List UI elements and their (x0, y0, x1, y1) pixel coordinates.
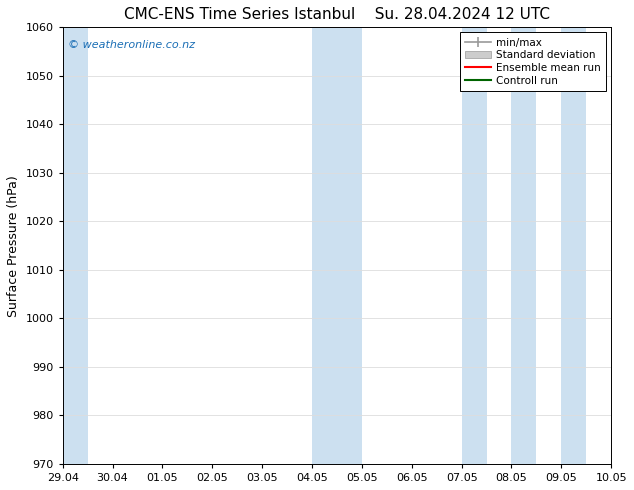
Bar (512, 27, 536, 464)
Bar (63, 27, 87, 464)
Text: © weatheronline.co.nz: © weatheronline.co.nz (68, 40, 195, 50)
Bar (462, 27, 486, 464)
Legend: min/max, Standard deviation, Ensemble mean run, Controll run: min/max, Standard deviation, Ensemble me… (460, 32, 606, 91)
Bar (312, 27, 362, 464)
Bar (561, 27, 586, 464)
Y-axis label: Surface Pressure (hPa): Surface Pressure (hPa) (7, 175, 20, 317)
Title: CMC-ENS Time Series Istanbul    Su. 28.04.2024 12 UTC: CMC-ENS Time Series Istanbul Su. 28.04.2… (124, 7, 550, 22)
